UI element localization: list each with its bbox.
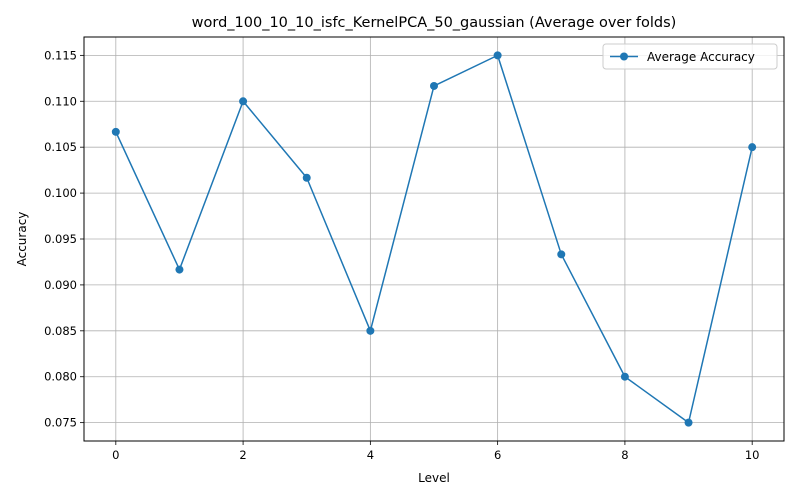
data-point xyxy=(302,173,311,182)
data-point xyxy=(430,81,438,90)
data-point xyxy=(557,250,566,259)
data-point xyxy=(175,265,184,274)
data-point xyxy=(620,372,629,381)
y-tick-label: 0.075 xyxy=(44,416,77,430)
data-point xyxy=(493,51,502,60)
x-tick-label: 0 xyxy=(112,448,119,462)
data-point xyxy=(684,418,693,427)
x-tick-label: 8 xyxy=(621,448,628,462)
data-point xyxy=(111,127,120,136)
data-point xyxy=(239,97,248,106)
y-tick-label: 0.115 xyxy=(44,48,77,62)
x-tick-label: 10 xyxy=(745,448,760,462)
y-tick-label: 0.095 xyxy=(44,232,77,246)
y-tick-label: 0.080 xyxy=(44,370,77,384)
plot-frame xyxy=(83,36,785,442)
y-axis-label: Accuracy xyxy=(15,212,29,267)
legend: Average Accuracy xyxy=(602,43,778,70)
legend-marker-swatch xyxy=(620,52,628,61)
data-point xyxy=(366,326,375,335)
y-tick-label: 0.085 xyxy=(44,324,77,338)
x-tick-label: 6 xyxy=(494,448,501,462)
legend-label: Average Accuracy xyxy=(647,50,755,64)
data-point xyxy=(748,143,757,152)
legend-box xyxy=(602,43,778,70)
x-tick-label: 2 xyxy=(239,448,246,462)
y-tick-label: 0.105 xyxy=(44,140,77,154)
x-tick-label: 4 xyxy=(367,448,374,462)
x-axis-label: Level xyxy=(418,471,450,485)
y-tick-label: 0.110 xyxy=(44,94,77,108)
y-tick-label: 0.090 xyxy=(44,278,77,292)
series xyxy=(111,51,757,427)
axis-ticks: 0 2 4 6 8 10 0.075 0.080 0.085 0.090 0.095 0.100 0.1… xyxy=(44,48,759,462)
y-tick-label: 0.100 xyxy=(44,186,77,200)
grid xyxy=(84,37,784,441)
chart-title: word_100_10_10_isfc_KernelPCA_50_gaussia… xyxy=(192,15,677,31)
